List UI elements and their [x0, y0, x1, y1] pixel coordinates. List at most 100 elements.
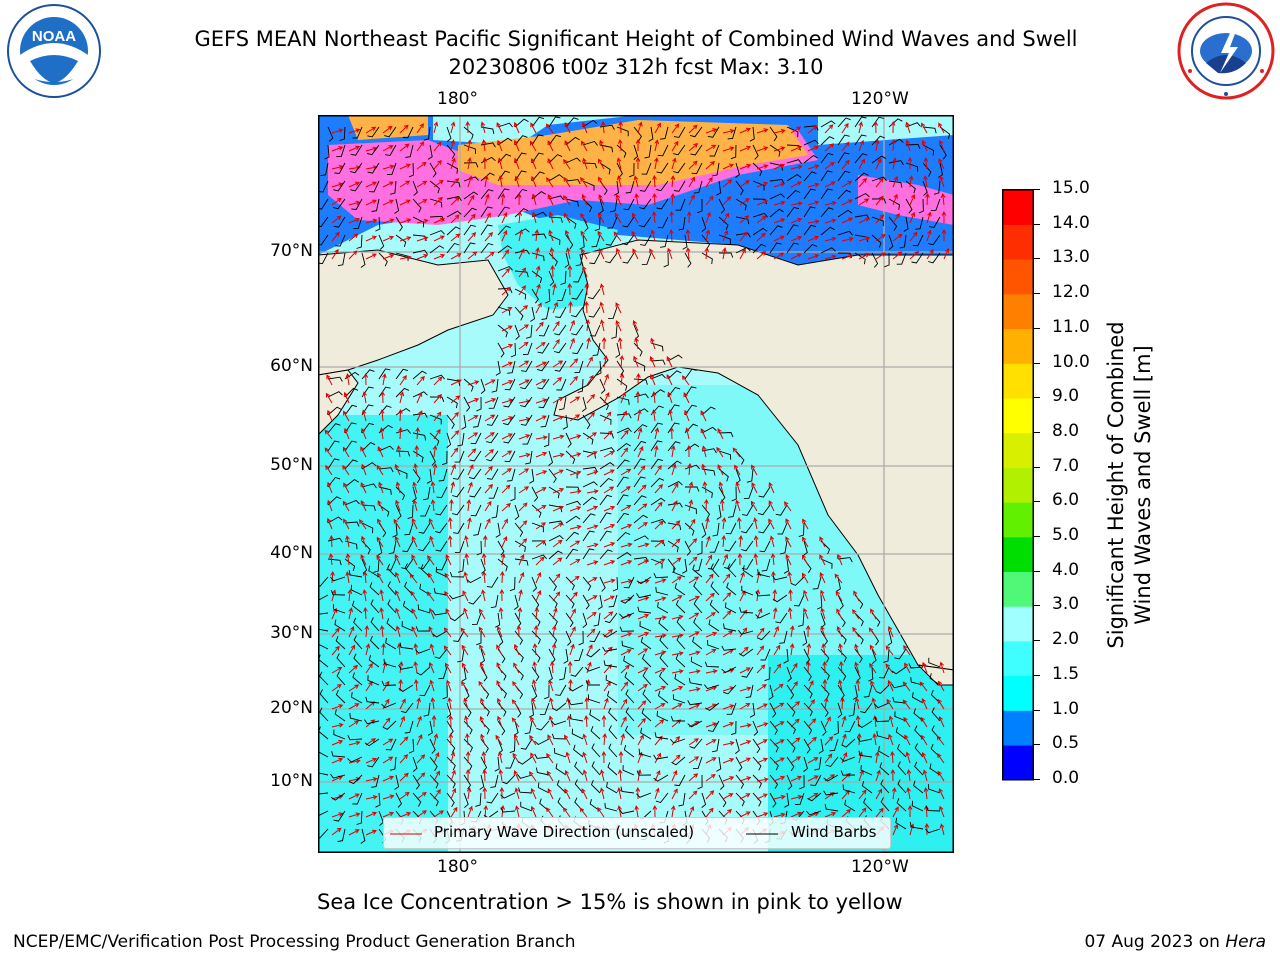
wind-barb — [684, 404, 697, 416]
wind-barb — [446, 180, 461, 188]
wind-barb — [684, 464, 700, 470]
wave-direction-arrow — [936, 735, 945, 746]
wave-direction-arrow — [467, 232, 477, 242]
wind-barb — [724, 602, 737, 614]
wind-barb — [395, 368, 409, 380]
wave-direction-arrow — [395, 499, 401, 512]
wave-direction-arrow — [670, 175, 676, 188]
wave-direction-arrow — [785, 518, 792, 530]
wave-direction-arrow — [824, 753, 833, 764]
wind-barb — [721, 645, 737, 651]
wave-direction-arrow — [806, 643, 812, 656]
wave-direction-arrow — [552, 301, 559, 314]
wave-direction-arrow — [756, 703, 768, 710]
wind-barb — [453, 522, 465, 534]
wave-direction-arrow — [484, 379, 496, 386]
wave-direction-arrow — [872, 733, 878, 746]
wind-barb — [928, 784, 941, 794]
wind-barb — [608, 707, 618, 722]
wave-direction-arrow — [716, 446, 724, 458]
wave-direction-arrow — [802, 536, 809, 548]
wind-barb — [674, 583, 686, 596]
wind-barb — [582, 450, 596, 459]
wind-barb — [599, 447, 615, 452]
wind-barb — [656, 710, 669, 722]
wind-barb — [353, 653, 363, 668]
wind-barb — [854, 134, 867, 146]
wave-direction-arrow — [739, 590, 746, 602]
wind-barb — [548, 270, 555, 286]
wind-barb — [412, 198, 422, 213]
wave-direction-arrow — [450, 157, 456, 170]
wind-barb — [895, 817, 907, 830]
wind-barb — [558, 396, 567, 411]
wind-barb — [514, 630, 524, 645]
wind-barb — [463, 207, 477, 218]
wind-barb — [507, 360, 516, 374]
wind-barb — [537, 378, 550, 390]
wind-barb — [854, 630, 864, 645]
wind-barb — [497, 558, 508, 572]
wind-barb — [820, 702, 829, 718]
wave-direction-arrow — [483, 804, 489, 818]
wind-barb — [861, 780, 873, 794]
wave-direction-arrow — [552, 283, 557, 296]
wave-direction-arrow — [481, 139, 487, 152]
wave-direction-arrow — [603, 451, 615, 458]
wind-barb — [514, 288, 527, 300]
wave-direction-arrow — [498, 607, 504, 620]
wind-barb — [548, 576, 557, 592]
wave-direction-arrow — [548, 211, 554, 224]
wind-barb — [412, 391, 428, 398]
wave-direction-arrow — [512, 681, 520, 692]
wind-barb — [457, 648, 465, 663]
wind-barb — [565, 576, 575, 591]
wind-barb — [564, 252, 570, 268]
wave-direction-arrow — [331, 248, 339, 260]
wave-direction-arrow — [875, 807, 884, 818]
wave-direction-arrow — [790, 811, 802, 818]
wave-direction-arrow — [416, 199, 428, 206]
wave-direction-arrow — [637, 559, 649, 566]
wave-direction-arrow — [518, 502, 528, 512]
wave-direction-arrow — [416, 791, 427, 800]
wave-direction-arrow — [637, 683, 648, 692]
wave-direction-arrow — [380, 390, 386, 404]
wave-direction-arrow — [873, 120, 879, 134]
wave-direction-arrow — [377, 446, 384, 458]
wave-direction-arrow — [807, 736, 817, 746]
wave-direction-arrow — [382, 235, 395, 242]
wave-direction-arrow — [688, 124, 698, 134]
wave-direction-arrow — [563, 176, 571, 188]
wave-direction-arrow — [669, 210, 675, 224]
wave-direction-arrow — [552, 469, 564, 476]
wind-barb — [412, 432, 427, 441]
wave-direction-arrow — [511, 699, 520, 710]
wave-direction-arrow — [654, 484, 663, 494]
wind-barb — [653, 774, 669, 782]
wave-direction-arrow — [739, 145, 752, 152]
wave-direction-arrow — [365, 218, 378, 224]
colorbar-tick-label: 13.0 — [1052, 247, 1090, 268]
wind-barb — [347, 756, 363, 763]
colorbar-tick-label: 0.0 — [1052, 768, 1080, 788]
wave-direction-arrow — [481, 553, 487, 566]
footer-branch: NCEP/EMC/Verification Post Processing Pr… — [13, 932, 576, 952]
wave-direction-arrow — [545, 807, 554, 818]
wind-barb — [833, 720, 839, 736]
wind-barb — [659, 635, 669, 650]
wind-barb — [624, 725, 635, 740]
wind-barb — [330, 792, 346, 801]
wind-barb — [888, 180, 903, 188]
map-legend: Primary Wave Direction (unscaled) Wind B… — [383, 817, 891, 849]
wind-barb — [548, 612, 558, 627]
wind-barb — [712, 522, 720, 537]
wind-barb — [480, 142, 496, 148]
wave-direction-arrow — [549, 660, 555, 674]
wave-direction-arrow — [617, 805, 622, 818]
wind-barb — [555, 306, 567, 318]
wave-direction-arrow — [365, 663, 373, 674]
wave-direction-arrow — [598, 158, 605, 170]
wind-barb — [579, 234, 585, 250]
wave-direction-arrow — [382, 698, 390, 710]
